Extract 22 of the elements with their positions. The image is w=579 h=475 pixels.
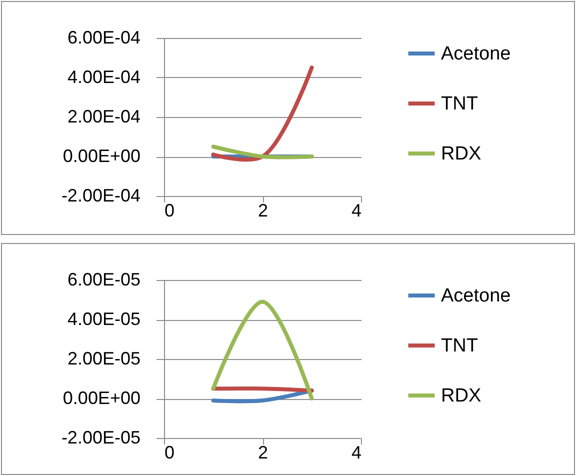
legend-label: Acetone [441, 286, 511, 306]
y-tick-label: 2.00E-05 [67, 348, 140, 368]
x-tick-label: 2 [258, 200, 268, 220]
x-tick-label: 4 [351, 200, 362, 220]
x-tick-label: 4 [351, 442, 362, 462]
legend-label: TNT [441, 94, 478, 114]
x-tick-label: 2 [258, 442, 268, 462]
y-tick-label: 4.00E-05 [67, 309, 140, 329]
legend-label: Acetone [441, 44, 511, 64]
y-tick-label: 6.00E-04 [67, 28, 140, 48]
legend-label: RDX [441, 386, 482, 406]
y-tick-label: 4.00E-04 [67, 67, 140, 87]
legend-label: TNT [441, 336, 478, 356]
y-tick-label: 2.00E-04 [67, 106, 140, 126]
y-tick-label: -2.00E-05 [61, 428, 140, 448]
legend-label: RDX [441, 144, 482, 164]
y-tick-label: 6.00E-05 [67, 270, 140, 290]
x-tick-label: 0 [164, 442, 175, 462]
x-tick-label: 0 [164, 200, 175, 220]
y-tick-label: 0.00E+00 [62, 388, 140, 408]
y-tick-label: 0.00E+00 [62, 146, 140, 166]
y-tick-label: -2.00E-04 [61, 186, 140, 206]
